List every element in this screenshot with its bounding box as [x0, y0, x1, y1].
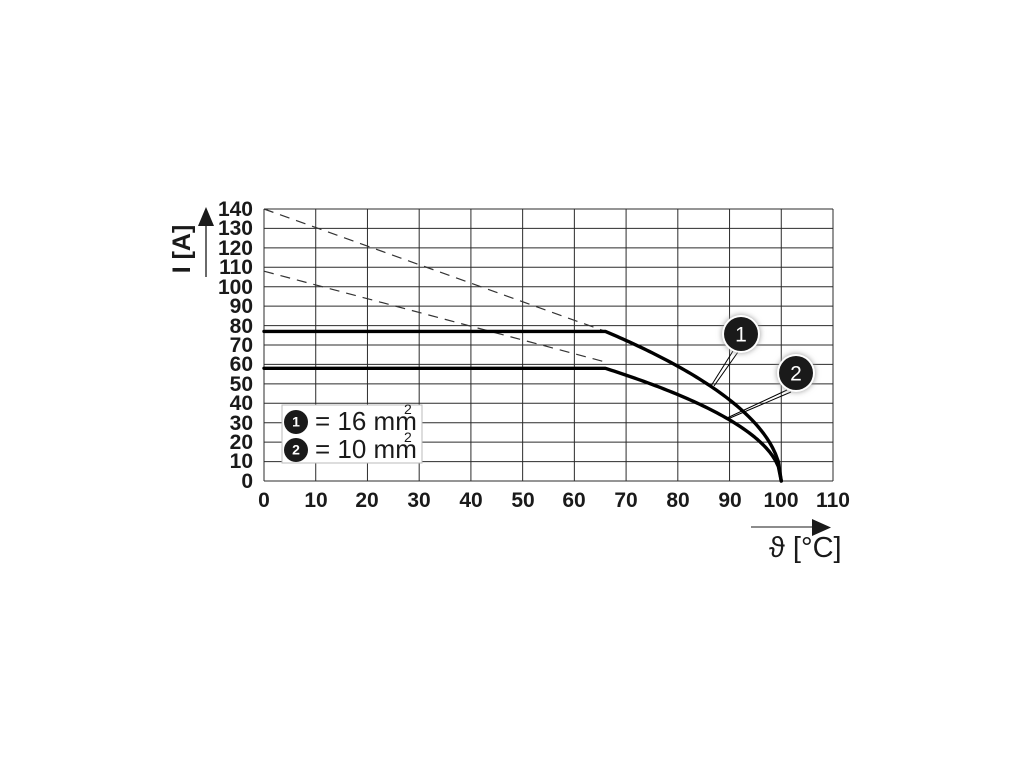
svg-text:40: 40: [459, 489, 482, 512]
svg-text:100: 100: [763, 489, 798, 512]
svg-text:= 16 mm: = 16 mm: [315, 406, 417, 436]
svg-text:10: 10: [304, 489, 327, 512]
svg-text:50: 50: [511, 489, 534, 512]
svg-text:2: 2: [292, 442, 300, 458]
svg-text:1: 1: [735, 324, 747, 347]
svg-text:2: 2: [790, 363, 802, 386]
svg-text:0: 0: [241, 470, 253, 493]
svg-text:30: 30: [407, 489, 430, 512]
svg-text:= 10 mm: = 10 mm: [315, 434, 417, 464]
svg-text:1: 1: [292, 414, 300, 430]
svg-text:90: 90: [718, 489, 741, 512]
svg-text:2: 2: [404, 401, 412, 417]
svg-text:0: 0: [258, 489, 270, 512]
svg-text:2: 2: [404, 429, 412, 445]
svg-text:ϑ [°C]: ϑ [°C]: [769, 532, 842, 564]
svg-text:110: 110: [816, 489, 850, 512]
svg-text:60: 60: [562, 489, 585, 512]
svg-text:I [A]: I [A]: [168, 225, 196, 274]
svg-text:80: 80: [666, 489, 689, 512]
svg-text:70: 70: [614, 489, 637, 512]
svg-text:20: 20: [355, 489, 378, 512]
